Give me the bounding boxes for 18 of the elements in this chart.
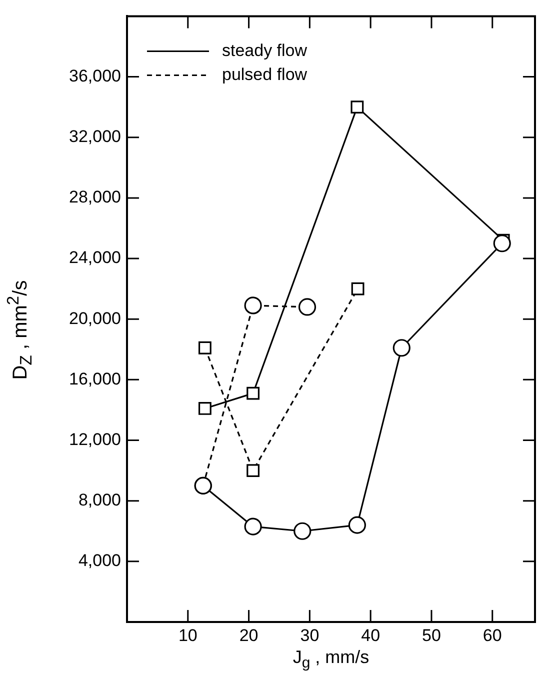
y-tick-label: 32,000 — [69, 127, 121, 146]
x-tick-label: 40 — [361, 626, 380, 645]
y-tick-label: 8,000 — [78, 490, 121, 510]
y-tick-label: 4,000 — [78, 551, 121, 570]
x-tick-label: 10 — [178, 626, 198, 645]
x-tick-label: 20 — [239, 626, 258, 645]
y-tick-label: 36,000 — [69, 66, 121, 86]
legend-label: pulsed flow — [222, 64, 308, 84]
y-tick-label: 28,000 — [69, 188, 121, 207]
x-tick-label: 60 — [482, 626, 502, 645]
y-tick-label: 20,000 — [69, 308, 121, 328]
legend-label: steady flow — [222, 40, 308, 60]
y-tick-label: 12,000 — [69, 430, 121, 449]
x-tick-label: 30 — [300, 626, 320, 645]
y-tick-label: 24,000 — [69, 248, 121, 268]
x-tick-label: 50 — [422, 626, 441, 645]
y-tick-label: 16,000 — [69, 369, 121, 388]
x-axis-title: J$_{g}$ , mm/s — [292, 647, 370, 673]
